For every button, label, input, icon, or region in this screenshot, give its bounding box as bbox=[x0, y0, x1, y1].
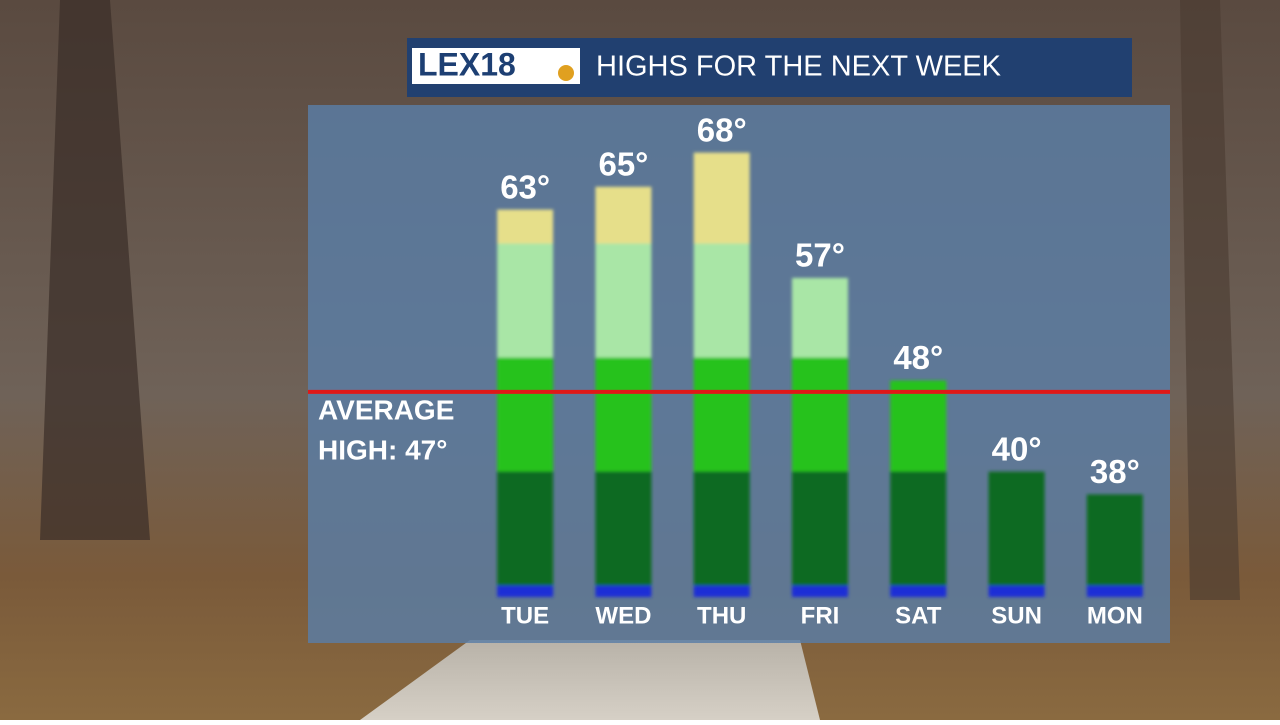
road bbox=[360, 640, 820, 720]
logo-peacock bbox=[558, 65, 574, 81]
bar bbox=[890, 380, 947, 597]
value-label: 48° bbox=[893, 339, 943, 376]
bar bbox=[497, 209, 554, 597]
value-label: 63° bbox=[500, 168, 550, 205]
x-tick-label: WED bbox=[595, 602, 651, 629]
x-tick-label: FRI bbox=[801, 602, 840, 629]
bar bbox=[988, 471, 1045, 597]
average-label: AVERAGE bbox=[318, 394, 454, 425]
logo-box bbox=[412, 48, 580, 84]
tree bbox=[40, 0, 150, 540]
x-tick-label: MON bbox=[1087, 602, 1143, 629]
bar bbox=[1086, 494, 1143, 597]
bar bbox=[792, 277, 848, 597]
x-tick-label: SUN bbox=[991, 602, 1042, 629]
value-label: 65° bbox=[598, 145, 648, 182]
chart-title: HIGHS FOR THE NEXT WEEK bbox=[596, 51, 1002, 83]
value-label: 38° bbox=[1090, 453, 1140, 490]
x-tick-label: SAT bbox=[895, 602, 942, 629]
x-tick-label: TUE bbox=[501, 602, 549, 629]
value-label: 40° bbox=[992, 430, 1042, 467]
logo: LEX18 bbox=[418, 46, 516, 82]
average-label: HIGH: 47° bbox=[318, 434, 447, 465]
value-label: 68° bbox=[697, 111, 747, 148]
x-tick-label: THU bbox=[697, 602, 746, 629]
tree bbox=[1180, 0, 1240, 600]
bar bbox=[693, 152, 750, 597]
value-label: 57° bbox=[795, 237, 845, 274]
